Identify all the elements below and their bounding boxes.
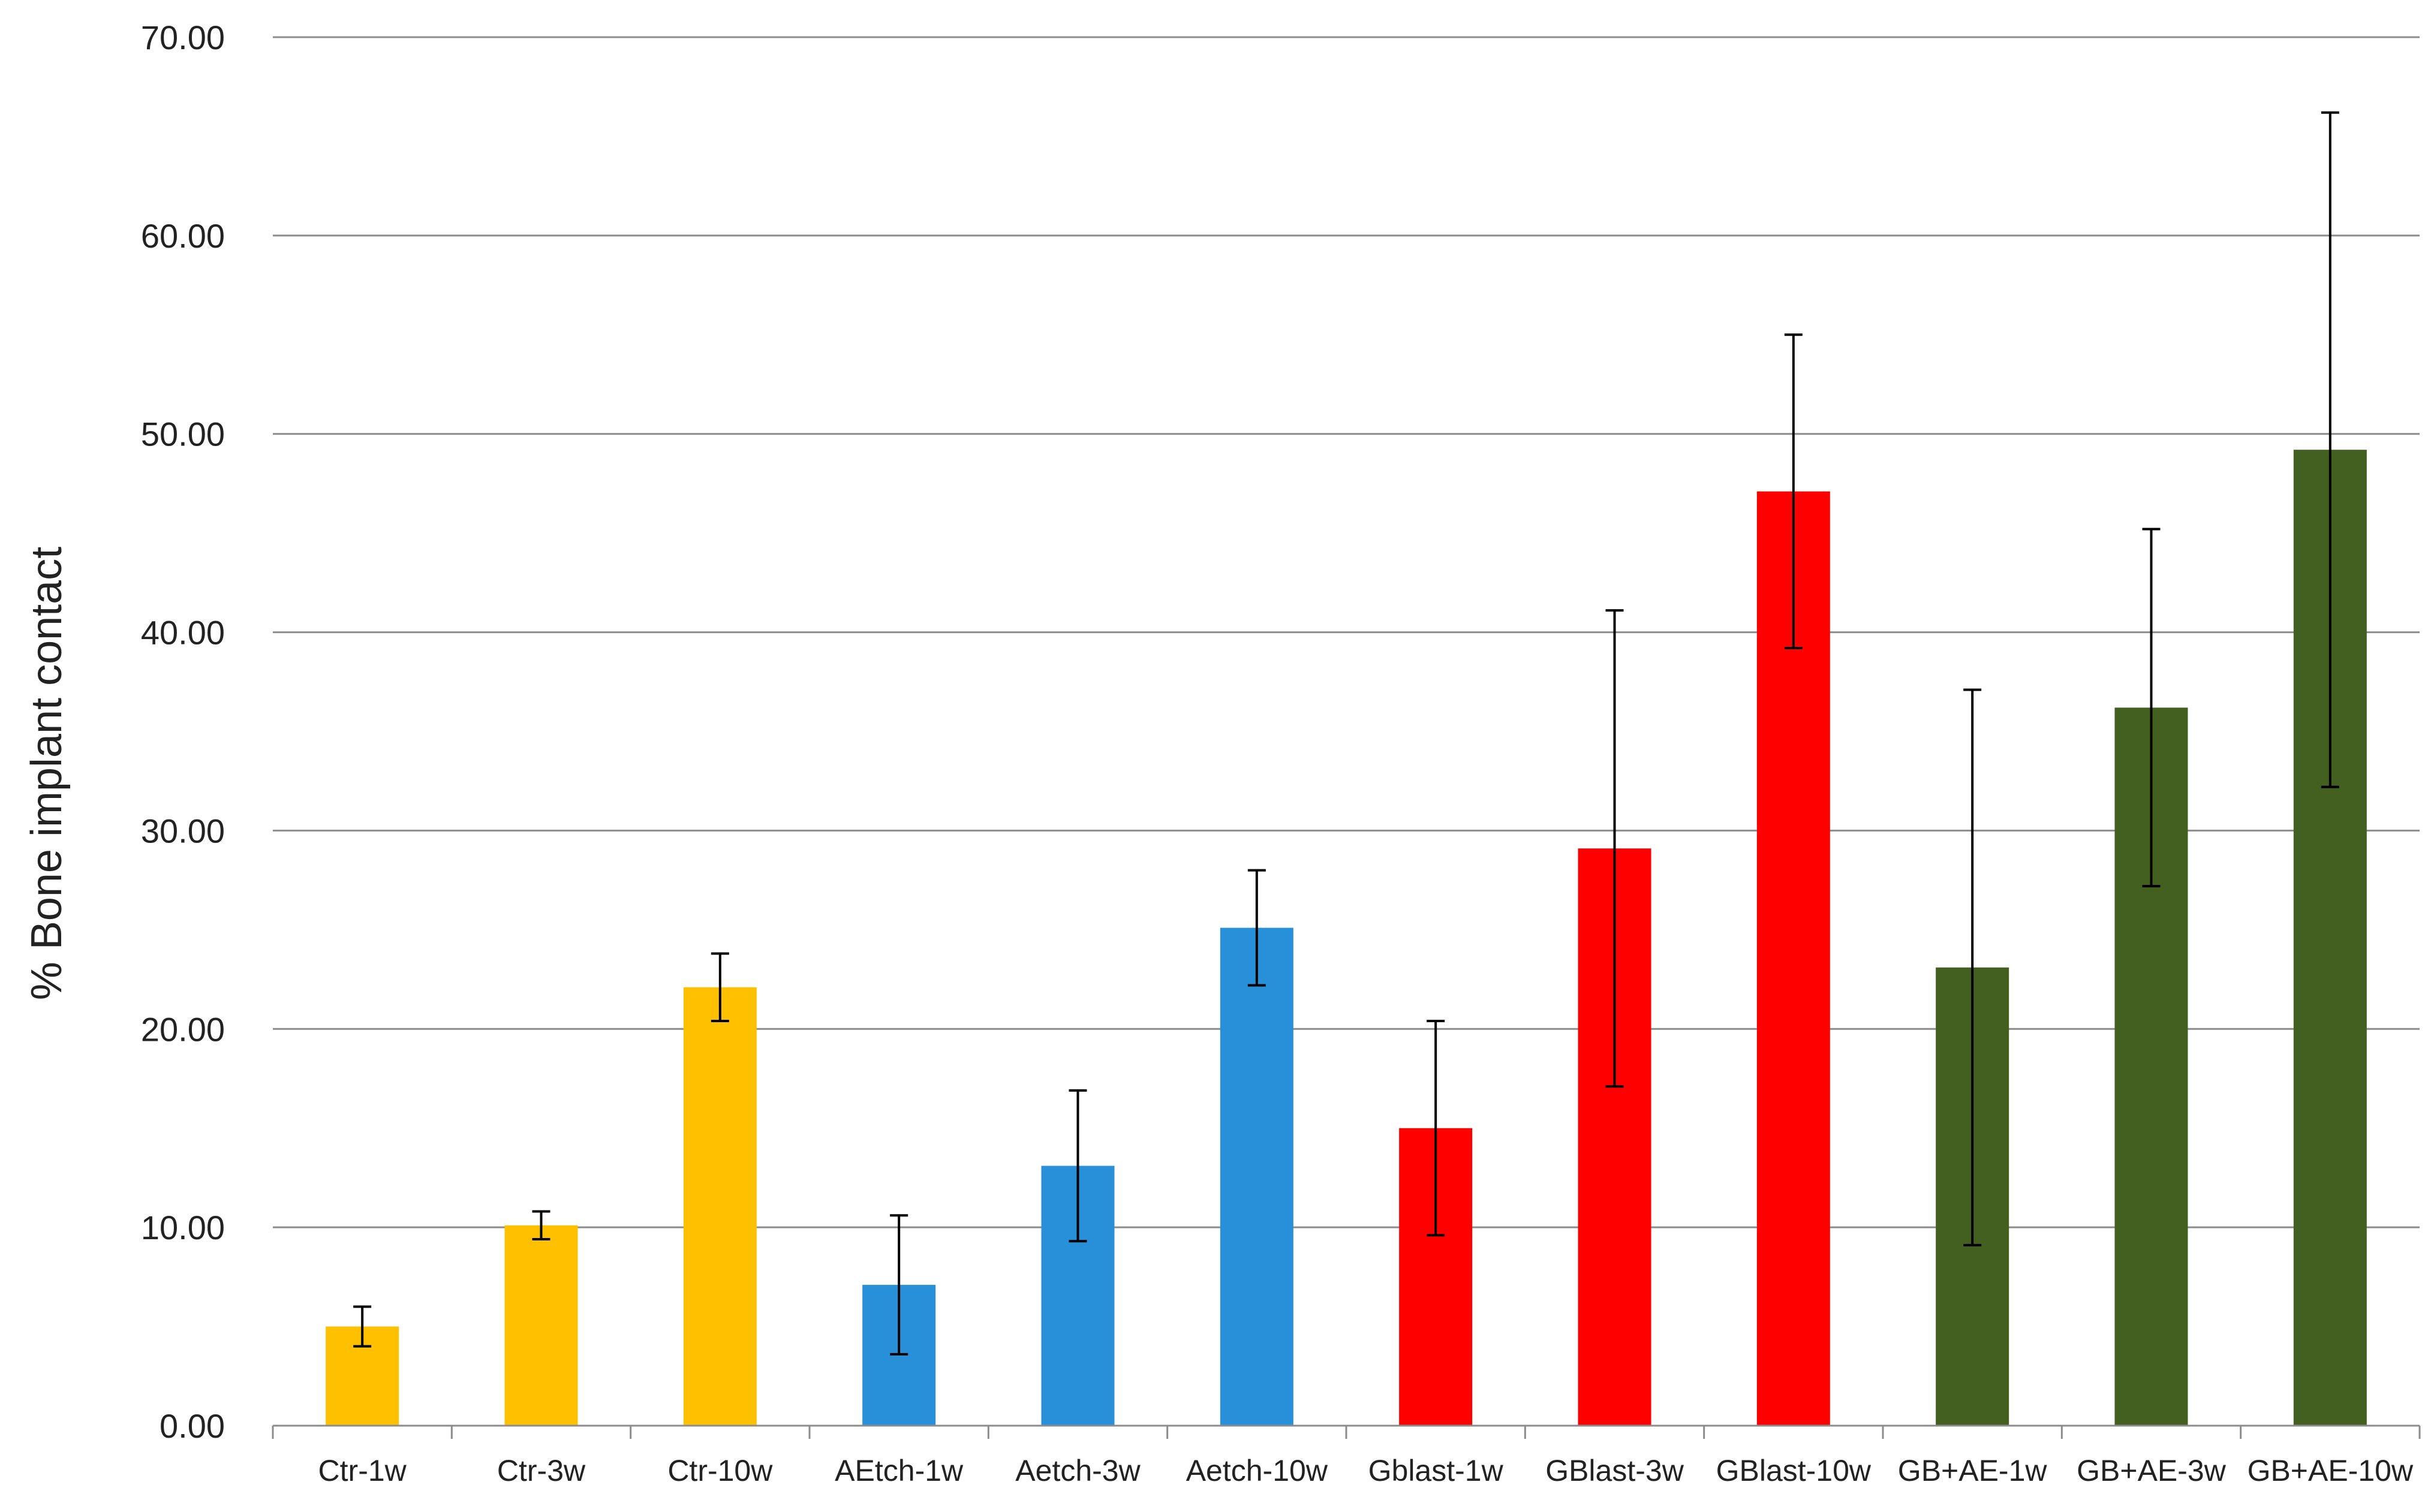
bar (1220, 927, 1293, 1426)
y-tick-label: 40.00 (141, 614, 225, 652)
x-category-label: GB+AE-1w (1898, 1454, 2048, 1487)
x-category-label: GB+AE-3w (2077, 1454, 2227, 1487)
y-tick-label: 50.00 (141, 415, 225, 453)
x-category-label: AEtch-1w (835, 1454, 964, 1487)
x-category-label: Ctr-3w (497, 1454, 586, 1487)
y-tick-label: 10.00 (141, 1209, 225, 1246)
y-tick-label: 60.00 (141, 217, 225, 255)
y-axis-title: % Bone implant contact (23, 547, 71, 1000)
y-tick-label: 0.00 (160, 1407, 225, 1445)
x-category-label: GBlast-3w (1545, 1454, 1684, 1487)
x-category-label: Ctr-10w (667, 1454, 773, 1487)
x-category-label: Gblast-1w (1368, 1454, 1504, 1487)
y-tick-label: 70.00 (141, 19, 225, 56)
bar-layer (326, 450, 2367, 1426)
grid-layer (273, 36, 2420, 1228)
bar (683, 987, 757, 1426)
axis-layer (272, 1424, 2421, 1439)
x-category-label: Aetch-10w (1186, 1454, 1328, 1487)
x-category-label: Aetch-3w (1015, 1454, 1141, 1487)
bar (504, 1225, 578, 1426)
x-category-label: Ctr-1w (318, 1454, 407, 1487)
x-category-label: GBlast-10w (1716, 1454, 1872, 1487)
error-bar-layer (353, 111, 2339, 1356)
x-category-label: GB+AE-10w (2248, 1454, 2414, 1487)
y-tick-label: 30.00 (141, 812, 225, 850)
y-tick-label: 20.00 (141, 1010, 225, 1048)
label-layer: 0.00 10.00 20.00 30.00 40.00 50.00 60.00 70.00 C… (141, 19, 2414, 1487)
